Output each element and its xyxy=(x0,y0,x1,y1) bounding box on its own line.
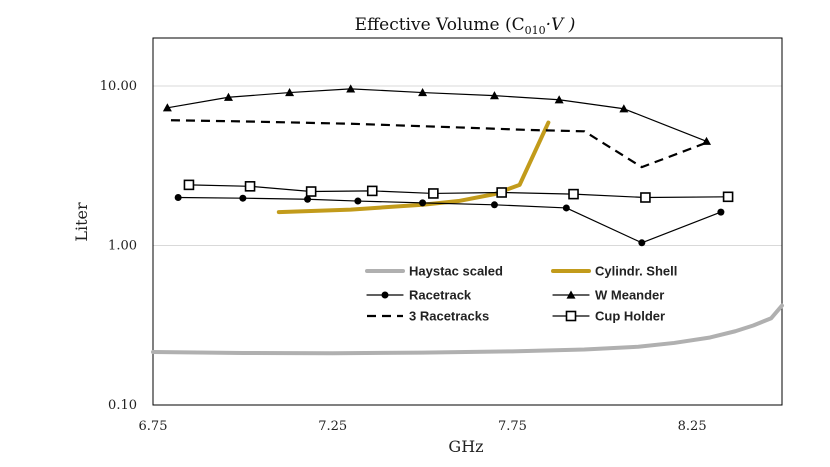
legend-item-haystac-scaled: Haystac scaled xyxy=(365,264,503,279)
legend-label: 3 Racetracks xyxy=(409,309,489,324)
x-axis-label: GHz xyxy=(448,437,483,456)
legend-marker xyxy=(566,290,576,299)
data-point-racetrack xyxy=(562,204,570,212)
legend-label: Cup Holder xyxy=(595,309,665,324)
data-point-cup-holder xyxy=(568,188,579,200)
series-line-haystac-scaled xyxy=(151,303,784,356)
x-axis-ticks: 6.75 7.25 7.75 8.25 xyxy=(139,419,707,434)
x-tick-label: 6.75 xyxy=(139,419,168,434)
legend-item-cylindr-shell: Cylindr. Shell xyxy=(551,264,677,279)
series-haystac-scaled xyxy=(151,303,784,356)
data-point-racetrack xyxy=(174,193,182,201)
data-point-racetrack xyxy=(638,239,646,247)
data-point-racetrack xyxy=(354,197,362,205)
data-point-cup-holder xyxy=(244,181,256,192)
data-point-racetrack xyxy=(717,208,725,216)
legend-label: Cylindr. Shell xyxy=(595,264,677,279)
data-point-cup-holder xyxy=(722,191,734,203)
legend-label: W Meander xyxy=(595,288,664,303)
data-point-w-meander xyxy=(489,91,499,100)
data-point-w-meander xyxy=(418,88,428,97)
series-3-racetracks xyxy=(170,119,711,169)
data-point-cup-holder xyxy=(640,192,651,203)
plot-area xyxy=(152,37,783,406)
series-cylindr-shell xyxy=(276,120,551,215)
y-axis-ticks: 0.10 1.00 10.00 xyxy=(100,79,137,413)
data-point-racetrack xyxy=(239,194,247,202)
x-tick-label: 8.25 xyxy=(678,419,707,434)
data-point-racetrack xyxy=(304,195,312,203)
legend-item-racetrack: Racetrack xyxy=(366,288,472,303)
data-point-cup-holder xyxy=(305,186,317,197)
data-point-racetrack xyxy=(490,201,498,209)
y-axis-label: Liter xyxy=(72,202,91,242)
y-tick-label: 1.00 xyxy=(108,239,137,254)
legend: Haystac scaled Cylindr. Shell Racetrack W M… xyxy=(365,264,677,324)
series-w-meander xyxy=(162,84,712,145)
data-point-cup-holder xyxy=(428,188,439,199)
legend-label: Haystac scaled xyxy=(409,264,503,279)
data-point-w-meander xyxy=(223,92,233,101)
y-tick-label: 10.00 xyxy=(100,79,137,94)
data-point-w-meander xyxy=(554,95,564,104)
series-line-racetrack xyxy=(177,196,722,244)
data-point-w-meander xyxy=(619,104,629,113)
series-line-w-meander xyxy=(166,88,708,142)
x-tick-label: 7.75 xyxy=(498,419,527,434)
data-point-w-meander xyxy=(285,88,295,97)
series-line-3-racetracks xyxy=(170,119,711,169)
x-tick-label: 7.25 xyxy=(318,419,347,434)
series-racetrack xyxy=(174,193,725,247)
legend-item-3-racetracks: 3 Racetracks xyxy=(367,309,489,324)
legend-marker xyxy=(565,310,577,322)
series-line-cylindr-shell xyxy=(276,120,551,215)
data-point-cup-holder xyxy=(183,179,195,191)
data-point-cup-holder xyxy=(496,187,507,198)
legend-marker xyxy=(381,291,389,299)
legend-label: Racetrack xyxy=(409,288,472,303)
data-point-cup-holder xyxy=(366,185,378,197)
data-point-w-meander xyxy=(346,84,356,93)
data-point-w-meander xyxy=(162,103,172,112)
legend-item-cup-holder: Cup Holder xyxy=(552,309,665,324)
series-cup-holder xyxy=(183,179,734,203)
legend-item-w-meander: W Meander xyxy=(552,288,664,303)
y-tick-label: 0.10 xyxy=(108,398,137,413)
series-group xyxy=(151,84,784,356)
data-point-racetrack xyxy=(419,199,427,207)
chart-title: Effective Volume (C010·V ) xyxy=(355,15,576,37)
